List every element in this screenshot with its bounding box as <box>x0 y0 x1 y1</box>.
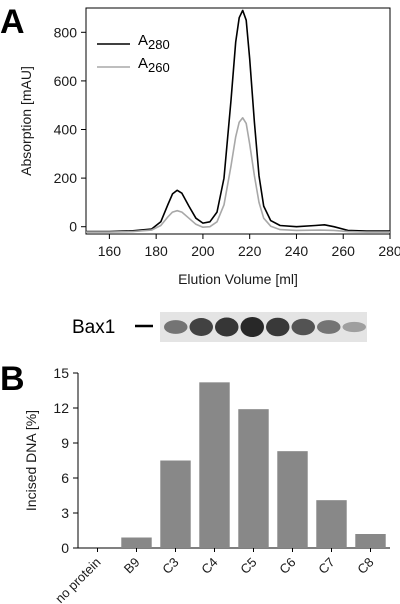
category-label-C7: C7 <box>315 555 337 577</box>
bar-C5 <box>238 409 269 548</box>
bar-y-axis-title: Incised DNA [%] <box>23 410 39 511</box>
legend-a280-main: A <box>138 32 148 49</box>
panel-label-a: A <box>0 3 25 41</box>
x-tick-label-220: 220 <box>238 243 262 259</box>
incision-bar-chart: 0 3 6 9 12 15 no protein B9 C3 C4 C5 C6 C7 C8 Incised… <box>23 365 390 604</box>
gel-bands <box>164 317 366 337</box>
bar-C7 <box>316 500 347 548</box>
bar-C4 <box>199 382 230 548</box>
legend-label-a280: A280 <box>138 32 170 52</box>
gel-band-1 <box>164 320 188 334</box>
sds-gel: Bax1 <box>72 312 367 342</box>
bar-y-tick-label-3: 3 <box>61 505 69 521</box>
chromatogram-chart: 160 180 200 220 240 260 280 0 200 400 600 800 Eluti… <box>18 7 400 287</box>
chromatogram-series <box>86 9 390 233</box>
bar-C6 <box>277 451 308 548</box>
y-axis-title: Absorption [mAU] <box>18 66 34 176</box>
legend: A280 A260 <box>97 32 170 75</box>
category-label-no-protein: no protein <box>52 555 103 604</box>
category-label-C4: C4 <box>198 555 220 577</box>
gel-label: Bax1 <box>72 317 115 338</box>
bar-B9 <box>121 537 152 548</box>
bar-C3 <box>160 460 191 548</box>
legend-label-a260: A260 <box>138 55 170 75</box>
category-label-B9: B9 <box>121 555 143 577</box>
bar-y-tick-label-15: 15 <box>53 365 69 381</box>
x-tick-label-200: 200 <box>191 243 215 259</box>
bar-y-tick-label-0: 0 <box>61 540 69 556</box>
x-tick-label-280: 280 <box>378 243 400 259</box>
gel-band-2 <box>189 318 213 336</box>
panel-label-b: B <box>0 360 25 398</box>
gel-band-8 <box>342 321 366 333</box>
gel-band-4 <box>240 317 264 337</box>
gel-band-5 <box>266 317 290 337</box>
series-line-A280 <box>86 9 390 233</box>
gel-band-3 <box>215 317 239 337</box>
category-label-C6: C6 <box>276 555 298 577</box>
x-tick-label-180: 180 <box>144 243 168 259</box>
y-tick-label-0: 0 <box>69 219 77 235</box>
legend-a280-sub: 280 <box>148 37 170 52</box>
y-tick-label-400: 400 <box>54 122 78 138</box>
category-label-C3: C3 <box>159 555 181 577</box>
y-tick-label-600: 600 <box>54 73 78 89</box>
chromatogram-frame <box>85 7 391 235</box>
bar-y-tick-label-12: 12 <box>53 400 69 416</box>
x-axis-title: Elution Volume [ml] <box>178 271 298 287</box>
category-label-C5: C5 <box>237 555 259 577</box>
bar-C8 <box>355 534 386 548</box>
x-tick-label-160: 160 <box>98 243 122 259</box>
category-label-C8: C8 <box>354 555 376 577</box>
gel-band-7 <box>317 320 341 334</box>
legend-a260-sub: 260 <box>148 60 170 75</box>
bar-y-tick-label-6: 6 <box>61 470 69 486</box>
legend-a260-main: A <box>138 55 148 72</box>
chromatogram-axes: 160 180 200 220 240 260 280 0 200 400 600 800 <box>54 7 400 259</box>
y-tick-label-800: 800 <box>54 24 78 40</box>
gel-band-6 <box>291 318 315 336</box>
bar-y-tick-label-9: 9 <box>61 435 69 451</box>
y-tick-label-200: 200 <box>54 170 78 186</box>
x-tick-label-260: 260 <box>332 243 356 259</box>
x-tick-label-240: 240 <box>285 243 309 259</box>
bar-series <box>121 382 386 548</box>
series-line-A260 <box>86 117 390 233</box>
